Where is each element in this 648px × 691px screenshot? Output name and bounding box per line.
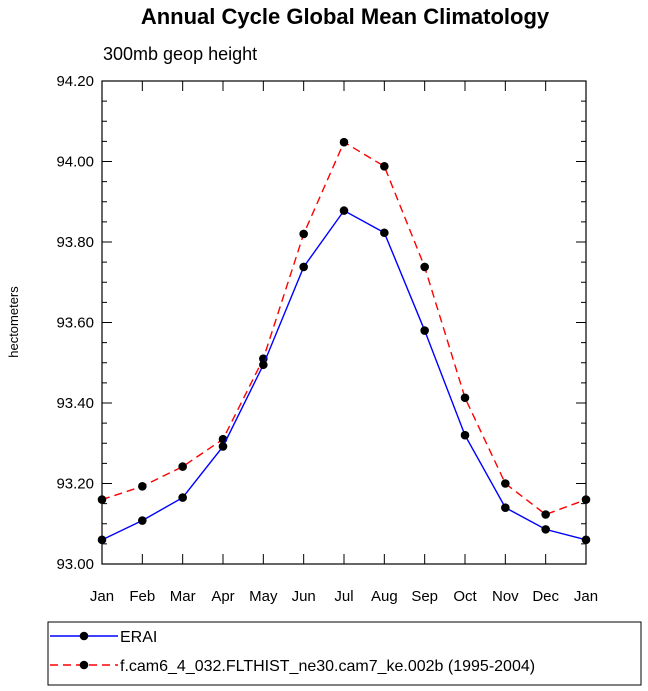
data-point-series-1	[541, 525, 550, 534]
series-line-1	[101, 209, 587, 541]
data-point-series-1	[420, 326, 429, 335]
data-point-series-1	[218, 442, 228, 451]
x-tick-label: Jan	[574, 588, 598, 605]
data-point-series-1	[138, 516, 147, 525]
legend-box	[47, 621, 642, 686]
data-point-series-2	[178, 462, 187, 471]
legend-label-2: f.cam6_4_032.FLTHIST_ne30.cam7_ke.002b (…	[120, 658, 535, 675]
data-point-series-1	[178, 493, 187, 502]
data-point-series-1	[339, 206, 349, 215]
data-point-series-2	[501, 479, 510, 488]
x-tick-label: Sep	[411, 588, 438, 605]
data-point-series-2	[138, 482, 147, 491]
data-point-series-2	[339, 137, 349, 147]
y-axis-label: hectometers	[6, 286, 21, 358]
chart-title: Annual Cycle Global Mean Climatology	[141, 4, 550, 29]
x-tick-label: Oct	[453, 588, 477, 605]
data-point-series-1	[501, 503, 510, 512]
y-tick-label: 94.20	[56, 73, 94, 90]
data-point-series-1	[581, 535, 591, 545]
y-tick-label: 93.00	[56, 556, 94, 573]
legend: ERAI f.cam6_4_032.FLTHIST_ne30.cam7_ke.00…	[47, 621, 642, 686]
x-tick-label: Aug	[371, 588, 398, 605]
y-tick-label: 93.80	[56, 234, 94, 251]
data-point-series-2	[581, 495, 591, 504]
data-point-series-1	[259, 360, 268, 370]
data-point-series-2	[541, 510, 550, 519]
data-point-series-2	[380, 162, 389, 171]
data-point-series-1	[299, 262, 308, 272]
data-point-series-2	[97, 495, 107, 504]
data-point-series-1	[97, 535, 107, 545]
series-line-2	[101, 141, 587, 516]
data-point-series-2	[299, 229, 308, 239]
y-tick-label: 94.00	[56, 154, 94, 171]
x-tick-label: Jul	[334, 588, 353, 605]
x-tick-label: Feb	[129, 588, 155, 605]
y-tick-label: 93.40	[56, 395, 94, 412]
data-point-series-2	[460, 393, 470, 403]
x-tick-label: May	[249, 588, 278, 605]
legend-items: ERAI f.cam6_4_032.FLTHIST_ne30.cam7_ke.00…	[50, 629, 535, 675]
y-tick-label: 93.20	[56, 476, 94, 493]
chart-subtitle: 300mb geop height	[103, 44, 257, 64]
x-tick-label: Apr	[211, 588, 234, 605]
plot-area: 93.00 93.20 93.40 93.60 93.80 94.00 94.20 Jan Fe…	[56, 73, 598, 605]
x-tick-label: Dec	[532, 588, 559, 605]
data-point-series-1	[460, 430, 470, 440]
legend-marker-2	[79, 660, 89, 670]
legend-marker-1	[79, 631, 89, 641]
legend-label-1: ERAI	[120, 629, 157, 646]
data-point-series-1	[380, 228, 389, 238]
x-tick-label: Jun	[292, 588, 316, 605]
x-tick-label: Nov	[492, 588, 519, 605]
y-tick-label: 93.60	[56, 315, 94, 332]
x-tick-label: Mar	[170, 588, 196, 605]
data-point-series-2	[420, 262, 429, 272]
plot-frame	[101, 80, 587, 565]
x-tick-label: Jan	[90, 588, 114, 605]
